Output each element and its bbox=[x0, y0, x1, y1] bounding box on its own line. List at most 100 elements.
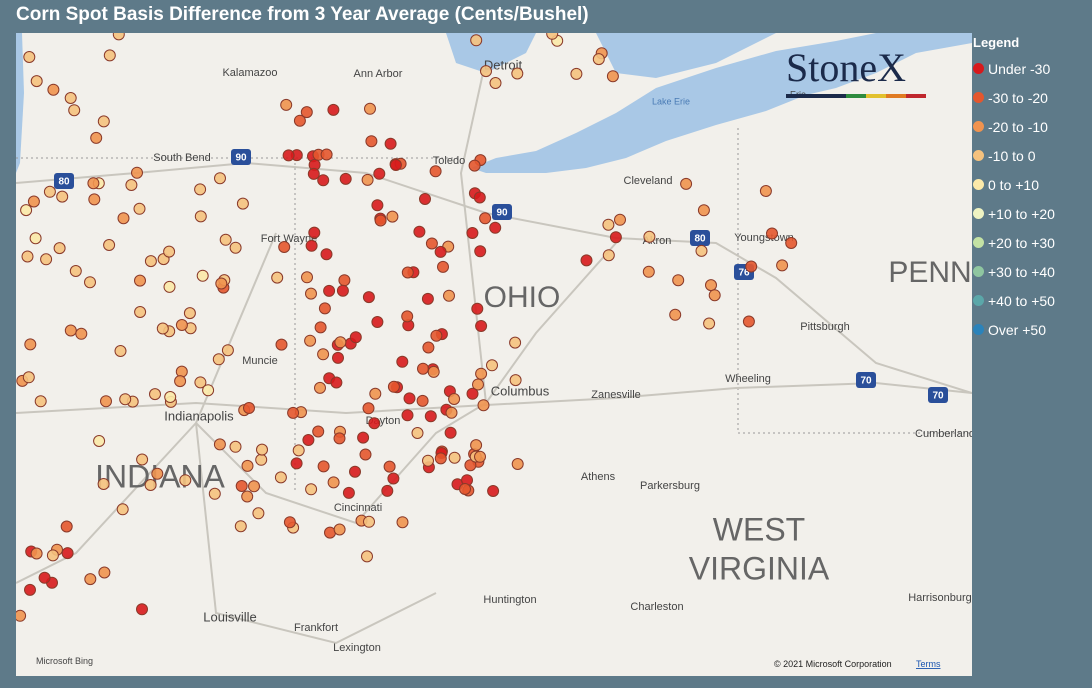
highway-shield bbox=[492, 204, 512, 220]
legend-swatch bbox=[973, 121, 984, 132]
map-marker bbox=[592, 53, 605, 66]
map-marker bbox=[164, 391, 177, 403]
highway-shield bbox=[856, 372, 876, 388]
map-marker bbox=[219, 233, 232, 246]
map-marker bbox=[97, 478, 110, 490]
map-marker bbox=[509, 336, 522, 349]
map-marker bbox=[103, 49, 116, 62]
map-marker bbox=[487, 485, 500, 497]
map-marker bbox=[314, 381, 326, 394]
legend-item[interactable]: -30 to -20 bbox=[973, 83, 1055, 112]
map-label: Huntington bbox=[483, 594, 536, 606]
map-marker bbox=[271, 271, 284, 284]
map-marker bbox=[114, 345, 127, 357]
legend: Legend Under -30 -30 to -20 -20 to -10 -10 … bbox=[973, 35, 1055, 344]
map-label: Lexington bbox=[333, 642, 381, 654]
map-marker bbox=[386, 210, 399, 223]
map-label: Youngstown bbox=[734, 232, 794, 244]
map-label: Cincinnati bbox=[334, 502, 382, 514]
legend-item[interactable]: +30 to +40 bbox=[973, 257, 1055, 286]
map-marker bbox=[334, 336, 347, 349]
map-marker bbox=[669, 308, 682, 321]
map-marker bbox=[317, 460, 330, 473]
map-marker bbox=[320, 248, 333, 261]
legend-label: -10 to 0 bbox=[988, 147, 1036, 164]
legend-item[interactable]: +20 to +30 bbox=[973, 228, 1055, 257]
map-marker bbox=[252, 507, 265, 520]
map-marker bbox=[413, 225, 426, 238]
map-marker bbox=[642, 265, 655, 278]
map-marker bbox=[359, 448, 372, 461]
legend-item[interactable]: -20 to -10 bbox=[973, 112, 1055, 141]
map-marker bbox=[349, 331, 362, 344]
map-marker bbox=[357, 431, 370, 444]
map-marker bbox=[511, 67, 524, 80]
map-marker bbox=[361, 173, 374, 186]
highway-number: 76 bbox=[738, 268, 750, 279]
map-marker bbox=[381, 484, 394, 497]
map-marker bbox=[119, 393, 132, 406]
map-marker bbox=[112, 33, 125, 41]
map-marker bbox=[369, 387, 382, 400]
map-marker bbox=[708, 289, 721, 302]
map-marker bbox=[384, 137, 397, 150]
map-marker bbox=[90, 131, 103, 144]
map-marker bbox=[373, 167, 386, 180]
highway-shield bbox=[54, 173, 74, 189]
map-marker bbox=[320, 148, 333, 161]
map-marker bbox=[134, 274, 146, 287]
legend-label: +10 to +20 bbox=[988, 205, 1055, 222]
map-marker bbox=[283, 516, 296, 529]
map-marker bbox=[149, 388, 161, 401]
map-marker bbox=[98, 566, 111, 579]
map-marker bbox=[471, 302, 484, 315]
map-marker bbox=[785, 237, 798, 249]
map-marker bbox=[20, 204, 33, 217]
road bbox=[195, 242, 617, 525]
map-marker bbox=[97, 115, 110, 128]
legend-item[interactable]: -10 to 0 bbox=[973, 141, 1055, 170]
map-marker bbox=[194, 376, 207, 389]
map-marker bbox=[280, 98, 293, 111]
legend-item[interactable]: Over +50 bbox=[973, 315, 1055, 344]
map-marker bbox=[24, 583, 36, 596]
map-marker bbox=[38, 571, 51, 584]
map-marker bbox=[215, 277, 228, 290]
map-marker bbox=[29, 232, 42, 245]
map-marker bbox=[489, 77, 502, 89]
map-marker bbox=[742, 315, 755, 328]
lake-ontario bbox=[596, 33, 776, 78]
logo-text: StoneX bbox=[786, 45, 906, 90]
map-marker bbox=[292, 444, 305, 457]
road bbox=[16, 232, 277, 584]
map-marker bbox=[330, 376, 343, 389]
highway-shield bbox=[231, 149, 251, 165]
highway-number: 70 bbox=[860, 376, 872, 387]
map-marker bbox=[371, 199, 384, 212]
map-marker bbox=[474, 450, 486, 463]
legend-item[interactable]: Under -30 bbox=[973, 54, 1055, 83]
map-marker bbox=[305, 239, 318, 252]
map-marker bbox=[443, 289, 455, 302]
map-marker bbox=[179, 474, 192, 487]
map-marker bbox=[396, 516, 409, 529]
map-marker bbox=[304, 334, 317, 347]
highway-number: 80 bbox=[694, 234, 706, 245]
legend-item[interactable]: +10 to +20 bbox=[973, 199, 1055, 228]
map-marker bbox=[235, 480, 248, 492]
terms-link[interactable]: Terms bbox=[916, 659, 941, 669]
map-marker bbox=[703, 317, 716, 330]
map-marker bbox=[151, 467, 164, 480]
map-marker bbox=[163, 245, 176, 258]
map-marker bbox=[30, 75, 43, 88]
map-marker bbox=[144, 479, 157, 491]
map-marker bbox=[56, 190, 69, 203]
legend-item[interactable]: 0 to +10 bbox=[973, 170, 1055, 199]
map-marker bbox=[307, 167, 320, 180]
map-label: Frankfort bbox=[294, 622, 338, 634]
map-marker bbox=[444, 426, 457, 439]
logo-bar bbox=[786, 94, 846, 98]
legend-item[interactable]: +40 to +50 bbox=[973, 286, 1055, 315]
map-marker bbox=[194, 183, 207, 196]
